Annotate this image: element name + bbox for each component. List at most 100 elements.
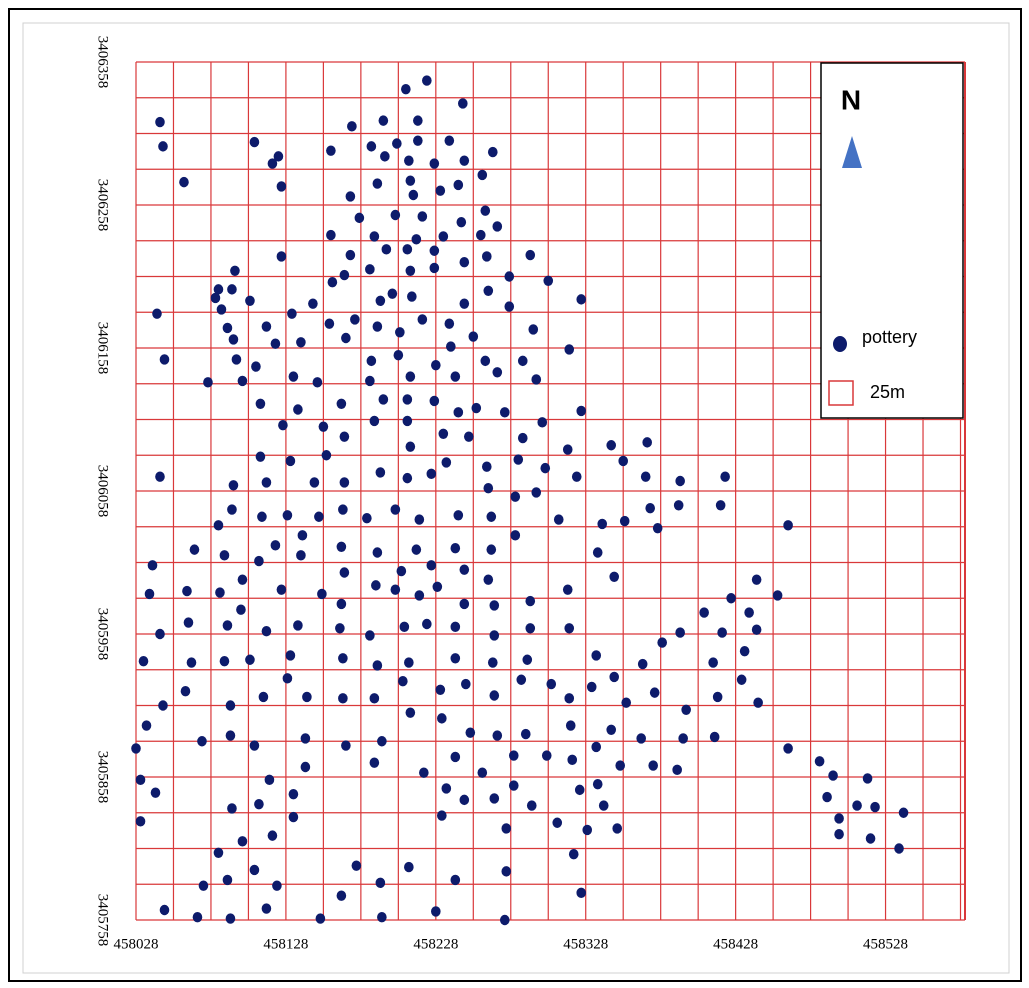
pottery-point — [619, 515, 630, 527]
pottery-point — [326, 229, 336, 241]
pottery-point — [402, 244, 413, 255]
pottery-point — [508, 780, 519, 791]
pottery-point — [341, 740, 351, 751]
pottery-point — [237, 375, 248, 387]
pottery-point — [222, 874, 233, 886]
pottery-point — [438, 428, 449, 439]
pottery-point — [228, 480, 239, 491]
pottery-point — [459, 564, 470, 575]
pottery-point — [336, 541, 347, 552]
pottery-point — [483, 482, 494, 494]
pottery-point — [351, 860, 362, 871]
pottery-point — [375, 877, 386, 889]
pottery-point — [564, 623, 575, 634]
pottery-point — [480, 355, 491, 367]
pottery-point — [315, 913, 326, 924]
pottery-point — [390, 504, 401, 515]
pottery-point — [267, 158, 278, 169]
pottery-point — [429, 262, 440, 274]
pottery-point — [377, 911, 387, 923]
pottery-point — [576, 887, 587, 899]
pottery-point — [405, 265, 416, 276]
pottery-point — [645, 502, 655, 514]
pottery-point — [155, 471, 165, 482]
pottery-point — [459, 298, 470, 309]
pottery-point — [565, 720, 576, 731]
pottery-point — [296, 550, 306, 561]
pottery-point — [531, 374, 542, 385]
pottery-point — [489, 630, 500, 641]
pottery-point — [499, 407, 510, 418]
pottery-point — [441, 783, 452, 794]
pottery-point — [282, 673, 293, 684]
pottery-point — [471, 402, 482, 414]
pottery-point — [453, 179, 464, 191]
pottery-point — [486, 544, 497, 555]
x-tick-label: 458228 — [413, 936, 458, 952]
pottery-point — [636, 733, 646, 744]
pottery-point — [192, 911, 203, 923]
legend: N pottery 25m — [820, 62, 964, 419]
pottery-point — [408, 189, 419, 201]
pottery-point — [228, 334, 239, 345]
pottery-point — [592, 778, 603, 790]
pottery-point — [606, 440, 617, 451]
y-tick-label: 3405858 — [95, 751, 111, 804]
pottery-point — [312, 377, 323, 388]
legend-label: pottery — [862, 327, 917, 347]
pottery-point — [477, 767, 488, 778]
x-tick-label: 458528 — [863, 936, 908, 952]
pottery-point — [450, 621, 461, 633]
pottery-point — [525, 595, 536, 607]
pottery-point — [338, 653, 348, 664]
pottery-point — [270, 338, 281, 349]
pottery-point — [405, 175, 416, 186]
pottery-point — [147, 560, 158, 571]
pottery-point — [678, 733, 688, 744]
pottery-point — [510, 491, 521, 502]
pottery-point — [649, 687, 660, 698]
y-tick-label: 3405958 — [95, 608, 111, 661]
pottery-point — [339, 477, 350, 488]
pottery-point — [426, 468, 437, 480]
pottery-point — [615, 760, 626, 771]
pottery-point — [862, 773, 873, 784]
pottery-point — [278, 420, 288, 431]
legend-marker — [833, 336, 847, 352]
pottery-point — [317, 588, 327, 600]
pottery-point — [158, 141, 168, 152]
pottery-point — [552, 817, 563, 828]
pottery-point — [592, 547, 603, 558]
pottery-point — [372, 321, 383, 332]
pottery-point — [456, 216, 467, 228]
pottery-point — [531, 487, 542, 498]
pottery-point — [402, 394, 413, 405]
pottery-point — [186, 657, 197, 668]
pottery-point — [487, 146, 498, 158]
pottery-point — [288, 371, 299, 382]
pottery-point — [450, 653, 461, 664]
pottery-point — [574, 784, 585, 796]
pottery-point — [828, 770, 838, 781]
pottery-point — [429, 395, 440, 407]
pottery-point — [158, 700, 168, 711]
pottery-point — [155, 628, 165, 640]
pottery-point — [336, 398, 347, 409]
pottery-point — [598, 800, 609, 811]
pottery-point — [227, 803, 237, 814]
pottery-point — [404, 155, 414, 166]
pottery-point — [395, 327, 405, 338]
pottery-point — [640, 471, 651, 482]
pottery-point — [182, 585, 192, 597]
pottery-point — [431, 359, 441, 371]
pottery-point — [339, 567, 350, 578]
pottery-point — [411, 544, 422, 555]
pottery-point — [673, 500, 684, 511]
pottery-point — [431, 906, 441, 917]
pottery-point — [894, 843, 904, 854]
pottery-point — [237, 574, 248, 585]
pottery-point — [637, 658, 648, 670]
pottery-point — [736, 674, 747, 685]
y-tick-label: 3406058 — [95, 465, 111, 518]
pottery-point — [414, 514, 425, 525]
